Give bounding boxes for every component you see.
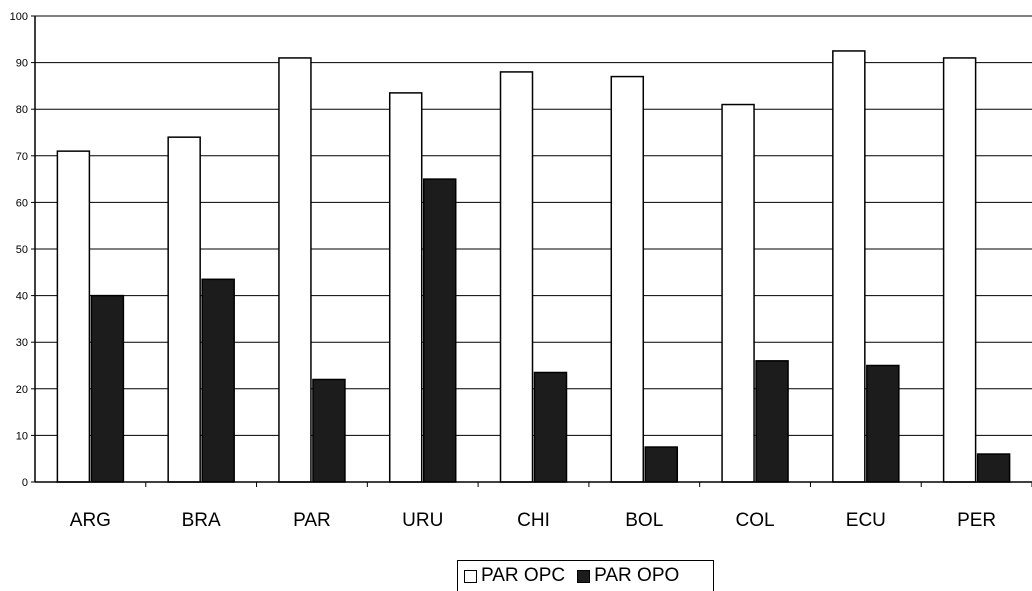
legend: PAR OPC PAR OPO bbox=[457, 560, 714, 591]
y-tick-label: 90 bbox=[16, 58, 28, 70]
bars bbox=[56, 50, 1011, 483]
bar-opo-ecu bbox=[866, 364, 900, 483]
y-axis-ticks: 0 10 20 30 40 50 60 70 80 90 100 bbox=[10, 11, 35, 489]
x-category-label: ARG bbox=[70, 510, 111, 531]
bar-opc-chi bbox=[499, 71, 534, 483]
y-tick-label: 30 bbox=[16, 337, 28, 349]
x-category-label: PAR bbox=[293, 510, 331, 531]
legend-item-opo: PAR OPO bbox=[577, 565, 679, 587]
x-category-label: URU bbox=[402, 510, 443, 531]
bar-opo-chi bbox=[533, 371, 568, 483]
x-category-label: BOL bbox=[625, 510, 663, 531]
y-tick-label: 40 bbox=[16, 291, 28, 303]
y-tick-label: 10 bbox=[16, 430, 28, 442]
legend-swatch-opc bbox=[464, 569, 477, 583]
legend-swatch-opo bbox=[577, 569, 591, 583]
x-axis-categories: ARG BRA PAR URU CHI BOL COL ECU PER bbox=[70, 482, 1032, 531]
bar-opc-bra bbox=[167, 136, 201, 483]
bar-opc-bol bbox=[610, 75, 645, 483]
bar-opc-arg bbox=[56, 150, 91, 483]
legend-item-opc: PAR OPC bbox=[464, 565, 565, 587]
y-tick-label: 20 bbox=[16, 384, 28, 396]
x-category-label: ECU bbox=[846, 510, 886, 531]
bar-opc-col bbox=[721, 103, 755, 483]
bar-opc-par bbox=[278, 57, 312, 483]
y-tick-label: 70 bbox=[16, 151, 28, 163]
y-tick-label: 100 bbox=[10, 11, 28, 23]
y-tick-label: 80 bbox=[16, 104, 28, 116]
legend-label-opc: PAR OPC bbox=[481, 565, 566, 586]
y-tick-label: 0 bbox=[22, 477, 28, 489]
x-category-label: BRA bbox=[182, 510, 221, 531]
x-category-label: PER bbox=[957, 510, 996, 531]
y-tick-label: 60 bbox=[16, 197, 28, 209]
bar-opo-col bbox=[755, 360, 789, 483]
bar-opo-uru bbox=[422, 178, 457, 483]
bar-opo-bol bbox=[644, 446, 679, 483]
bar-opc-per bbox=[942, 57, 977, 483]
gridlines bbox=[35, 15, 1032, 436]
bar-opo-arg bbox=[90, 294, 125, 483]
y-tick-label: 50 bbox=[16, 244, 28, 256]
bar-opc-ecu bbox=[832, 50, 866, 483]
bar-opo-par bbox=[312, 378, 346, 483]
bar-chart: 0 10 20 30 40 50 60 70 80 90 100 ARG BRA PAR URU CHI BO… bbox=[10, 11, 1032, 531]
bar-opo-per bbox=[976, 453, 1011, 483]
x-category-label: COL bbox=[736, 510, 775, 531]
bar-opc-uru bbox=[388, 92, 423, 483]
bar-opo-bra bbox=[201, 278, 235, 483]
x-category-label: CHI bbox=[517, 510, 550, 531]
legend-label-opo: PAR OPO bbox=[594, 565, 680, 586]
